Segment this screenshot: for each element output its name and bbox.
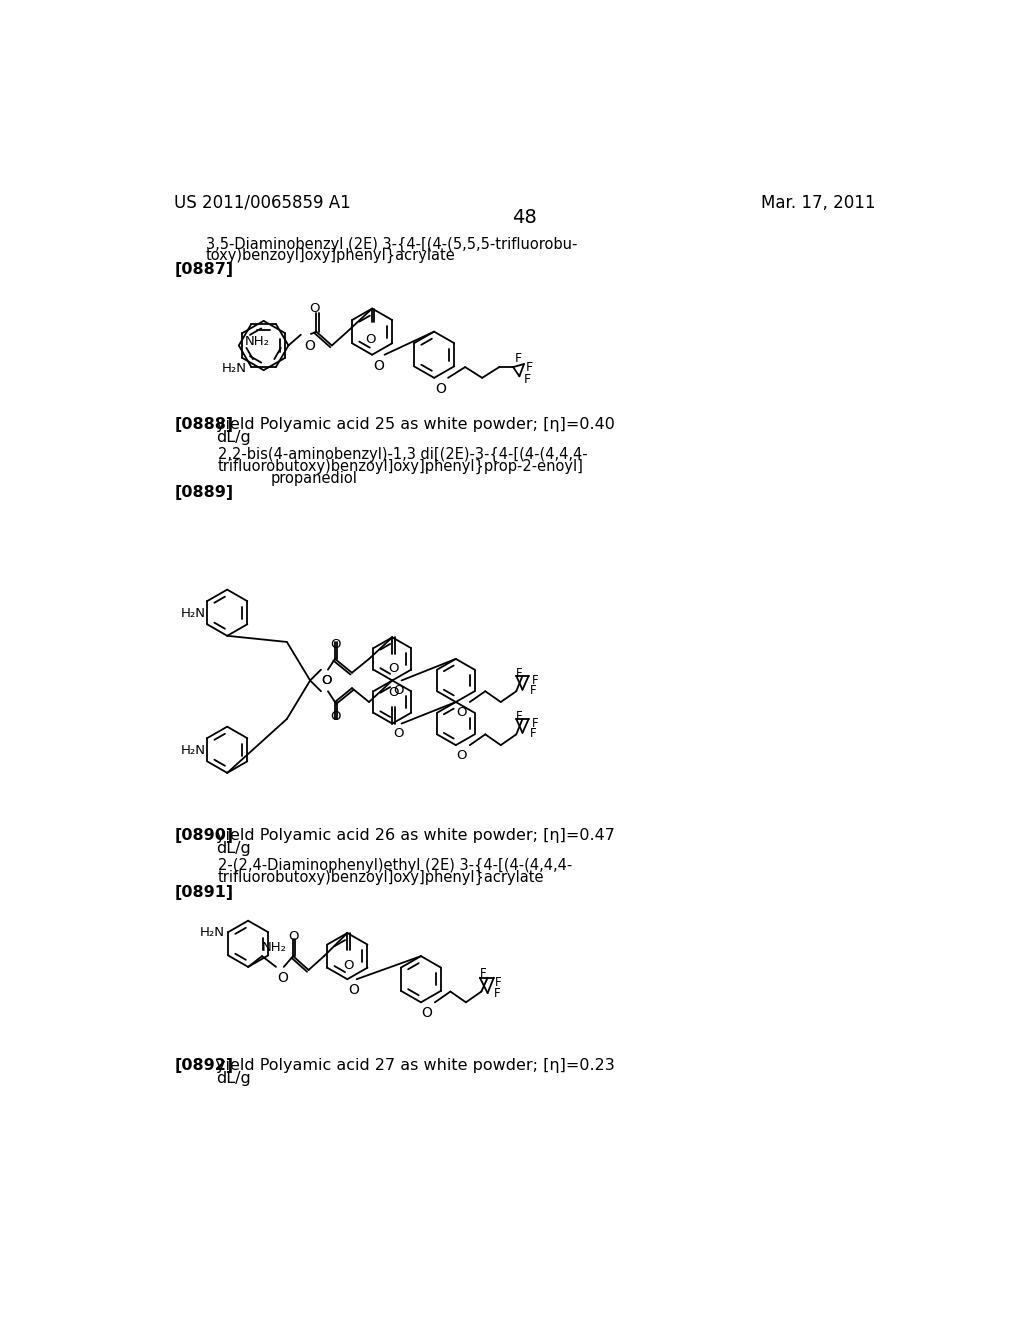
Text: O: O [388,686,398,700]
Text: O: O [304,339,314,354]
Text: dL/g: dL/g [216,1071,251,1086]
Text: O: O [331,710,341,723]
Text: O: O [322,675,332,688]
Text: F: F [494,987,501,1001]
Text: O: O [388,663,398,675]
Text: [0892]: [0892] [174,1057,233,1073]
Text: O: O [331,638,341,651]
Text: propanediol: propanediol [270,471,357,486]
Text: NH₂: NH₂ [245,335,270,348]
Text: H₂N: H₂N [222,362,247,375]
Text: [0890]: [0890] [174,829,233,843]
Text: F: F [515,351,522,364]
Text: trifluorobutoxy)benzoyl]oxy]phenyl}prop-2-enoyl]: trifluorobutoxy)benzoyl]oxy]phenyl}prop-… [218,459,584,474]
Text: 48: 48 [512,207,538,227]
Text: O: O [457,706,467,719]
Text: H₂N: H₂N [180,607,206,619]
Text: dL/g: dL/g [216,841,251,857]
Text: O: O [343,960,353,973]
Text: [0889]: [0889] [174,484,233,500]
Text: F: F [524,374,531,387]
Text: yield Polyamic acid 25 as white powder; [η]=0.40: yield Polyamic acid 25 as white powder; … [216,417,615,432]
Text: F: F [496,977,502,989]
Text: O: O [322,673,332,686]
Text: [0887]: [0887] [174,261,233,277]
Text: F: F [516,667,522,680]
Text: [0888]: [0888] [174,417,233,432]
Text: yield Polyamic acid 26 as white powder; [η]=0.47: yield Polyamic acid 26 as white powder; … [216,829,615,843]
Text: H₂N: H₂N [200,927,225,939]
Text: O: O [393,727,403,741]
Text: yield Polyamic acid 27 as white powder; [η]=0.23: yield Polyamic acid 27 as white powder; … [216,1057,615,1073]
Text: F: F [530,726,537,739]
Text: F: F [530,684,537,697]
Text: O: O [366,333,376,346]
Text: 3,5-Diaminobenzyl (2E) 3-{4-[(4-(5,5,5-trifluorobu-: 3,5-Diaminobenzyl (2E) 3-{4-[(4-(5,5,5-t… [206,238,577,252]
Text: US 2011/0065859 A1: US 2011/0065859 A1 [174,194,351,211]
Text: O: O [393,684,403,697]
Text: O: O [348,983,359,997]
Text: 2,2-bis(4-aminobenzyl)-1,3 di[(2E)-3-{4-[(4-(4,4,4-: 2,2-bis(4-aminobenzyl)-1,3 di[(2E)-3-{4-… [218,446,588,462]
Text: H₂N: H₂N [180,743,206,756]
Text: [0891]: [0891] [174,886,233,900]
Text: O: O [276,970,288,985]
Text: F: F [525,360,532,374]
Text: F: F [531,718,539,730]
Text: F: F [531,675,539,688]
Text: O: O [289,929,299,942]
Text: Mar. 17, 2011: Mar. 17, 2011 [761,194,876,211]
Text: F: F [516,710,522,723]
Text: trifluorobutoxy)benzoyl]oxy]phenyl}acrylate: trifluorobutoxy)benzoyl]oxy]phenyl}acryl… [218,870,545,886]
Text: 2-(2,4-Diaminophenyl)ethyl (2E) 3-{4-[(4-(4,4,4-: 2-(2,4-Diaminophenyl)ethyl (2E) 3-{4-[(4… [218,858,572,873]
Text: O: O [309,302,321,315]
Text: O: O [435,381,446,396]
Text: F: F [480,966,486,979]
Text: dL/g: dL/g [216,430,251,445]
Text: O: O [457,748,467,762]
Text: O: O [422,1006,432,1020]
Text: O: O [374,359,385,372]
Text: NH₂: NH₂ [262,941,287,954]
Text: toxy)benzoyl]oxy]phenyl}acrylate: toxy)benzoyl]oxy]phenyl}acrylate [206,248,456,263]
